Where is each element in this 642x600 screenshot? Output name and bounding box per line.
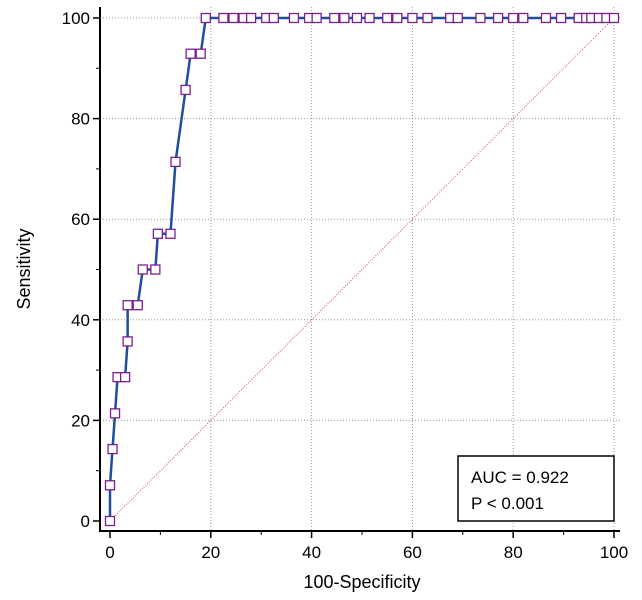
roc-point — [610, 14, 619, 23]
x-tick-label: 40 — [302, 543, 321, 562]
roc-point — [108, 445, 117, 454]
y-axis-title: Sensitivity — [14, 228, 34, 309]
roc-point — [106, 481, 115, 490]
roc-point — [365, 14, 374, 23]
roc-point — [229, 14, 238, 23]
roc-point — [111, 409, 120, 418]
roc-point — [166, 229, 175, 238]
y-tick-label: 60 — [71, 210, 90, 229]
roc-point — [133, 301, 142, 310]
roc-point — [393, 14, 402, 23]
roc-point — [557, 14, 566, 23]
x-tick-label: 0 — [105, 543, 114, 562]
x-tick-label: 20 — [201, 543, 220, 562]
roc-point — [123, 337, 132, 346]
y-tick-label: 40 — [71, 311, 90, 330]
axes — [99, 7, 620, 532]
auc-value-label: AUC = 0.922 — [471, 468, 569, 487]
roc-point — [123, 301, 132, 310]
y-tick-label: 20 — [71, 411, 90, 430]
roc-point — [196, 49, 205, 58]
roc-point — [383, 14, 392, 23]
roc-point — [289, 14, 298, 23]
roc-point — [219, 14, 228, 23]
roc-point — [494, 14, 503, 23]
roc-point — [312, 14, 321, 23]
roc-point — [181, 85, 190, 94]
roc-point — [541, 14, 550, 23]
p-value-label: P < 0.001 — [471, 494, 544, 513]
roc-point — [330, 14, 339, 23]
x-tick-label: 100 — [600, 543, 628, 562]
y-tick-label: 100 — [62, 9, 90, 28]
grid — [100, 7, 620, 531]
roc-points — [106, 14, 619, 526]
roc-point — [453, 14, 462, 23]
roc-point — [151, 265, 160, 274]
roc-point — [423, 14, 432, 23]
roc-point — [509, 14, 518, 23]
roc-point — [153, 229, 162, 238]
roc-point — [186, 49, 195, 58]
roc-point — [171, 157, 180, 166]
x-tick-label: 60 — [403, 543, 422, 562]
roc-point — [269, 14, 278, 23]
roc-point — [121, 373, 130, 382]
roc-point — [247, 14, 256, 23]
y-tick-label: 0 — [81, 512, 90, 531]
roc-point — [106, 517, 115, 526]
roc-point — [352, 14, 361, 23]
x-axis-title: 100-Specificity — [303, 572, 420, 592]
roc-point — [408, 14, 417, 23]
roc-point — [519, 14, 528, 23]
roc-point — [340, 14, 349, 23]
y-tick-label: 80 — [71, 110, 90, 129]
roc-point — [138, 265, 147, 274]
auc-annotation-box: AUC = 0.922 P < 0.001 — [458, 456, 614, 521]
x-tick-label: 80 — [504, 543, 523, 562]
roc-point — [201, 14, 210, 23]
roc-point — [476, 14, 485, 23]
